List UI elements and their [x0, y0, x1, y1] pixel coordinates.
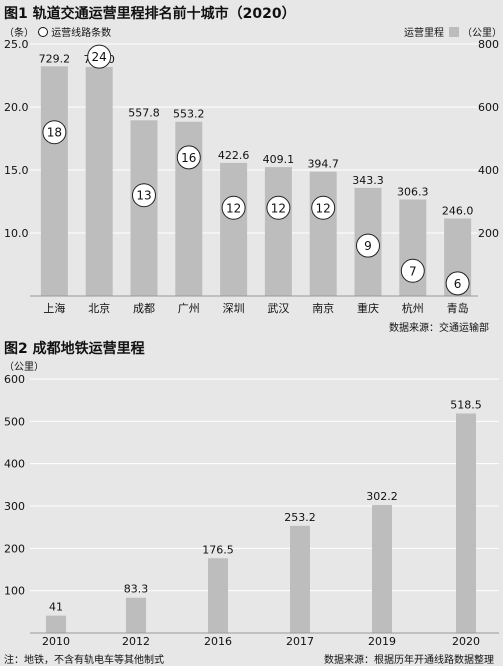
chart2-bar-value-label: 83.3	[124, 583, 149, 596]
chart2-bar	[372, 505, 392, 633]
chart1-bar	[40, 66, 68, 296]
chart2-tick-label: 400	[4, 458, 25, 471]
chart1-bar-value-label: 553.2	[173, 108, 205, 121]
legend-circle-label: 运营线路条数	[51, 28, 112, 39]
chart1-category-label: 杭州	[402, 301, 424, 315]
chart2-tick-label: 100	[4, 585, 25, 598]
chart1-line-count-marker	[311, 195, 336, 220]
legend-bar-label: 运营里程	[404, 28, 444, 39]
chart1-left-axis-unit: （条）	[4, 28, 34, 39]
chart1-left-tick-label: 20.0	[4, 101, 29, 114]
chart2-category-label: 2012	[122, 635, 150, 648]
chart1-line-count-marker	[176, 145, 201, 170]
chart1-line-count-label: 12	[271, 201, 286, 215]
chart1-right-tick-label: 200	[478, 227, 499, 240]
chart1-left-tick-label: 15.0	[4, 164, 29, 177]
chart1-line-count-label: 9	[364, 239, 372, 253]
chart1-left-tick-label: 25.0	[4, 38, 29, 51]
chart2-category-label: 2016	[204, 635, 232, 648]
chart1-right-axis-unit: （公里）	[462, 28, 502, 39]
chart1-bar-value-label: 246.0	[442, 205, 474, 218]
chart1-line-count-label: 16	[181, 151, 196, 165]
chart1-title: 图1 轨道交通运营里程排名前十城市（2020）	[4, 6, 296, 22]
chart1-bar	[130, 120, 158, 296]
chart1-bar-value-label: 394.7	[307, 158, 339, 171]
chart1-bar	[220, 162, 248, 296]
chart1-line-count-marker	[42, 120, 67, 145]
chart2-bar	[456, 413, 476, 633]
chart2-category-label: 2020	[452, 635, 480, 648]
chart2-bar	[208, 558, 228, 633]
chart2-tick-label: 300	[4, 500, 25, 513]
chart2-bar-value-label: 253.2	[284, 511, 316, 524]
chart2-tick-label: 200	[4, 542, 25, 555]
chart1-bar	[264, 167, 292, 296]
chart1-line-count-label: 7	[409, 264, 417, 278]
chart1-bar-value-label: 422.6	[218, 149, 250, 162]
chart1-bar-value-label: 557.8	[128, 106, 160, 119]
chart1-category-label: 北京	[88, 301, 110, 315]
chart1-line-count-marker	[266, 195, 291, 220]
chart2-unit: （公里）	[4, 362, 44, 373]
chart1-line-count-marker	[400, 258, 425, 283]
chart1-bar	[85, 66, 113, 297]
legend-circle-item: 运营线路条数	[38, 24, 111, 39]
chart1-category-label: 武汉	[267, 302, 289, 315]
chart1-category-label: 上海	[43, 301, 65, 315]
chart2-source: 数据来源：根据历年开通线路数据整理	[324, 655, 494, 666]
chart1-line-count-marker	[87, 44, 112, 69]
chart2-tick-label: 500	[4, 415, 25, 428]
chart1-line-count-marker	[445, 271, 470, 296]
chart1-category-label: 广州	[178, 302, 200, 315]
chart1-line-count-marker	[356, 233, 380, 258]
chart1-right-tick-label: 600	[478, 101, 499, 114]
chart2-bar-value-label: 176.5	[202, 543, 234, 556]
chart1-left-tick-label: 10.0	[4, 227, 29, 240]
legend-bar-item: 运营里程	[404, 24, 460, 39]
chart1-line-count-marker	[132, 183, 156, 208]
chart1-right-tick-label: 400	[478, 164, 499, 177]
chart1-line-count-label: 12	[226, 201, 241, 215]
chart1-bar	[309, 171, 337, 296]
chart1-source: 数据来源：交通运输部	[389, 323, 489, 334]
chart2-note: 注：地铁，不含有轨电车等其他制式	[4, 655, 164, 666]
legend-circle-icon	[38, 27, 48, 37]
chart1-category-label: 深圳	[223, 302, 245, 315]
chart2-bar-value-label: 41	[49, 601, 63, 614]
chart2-category-label: 2019	[368, 635, 396, 648]
chart1-line-count-label: 6	[454, 277, 462, 291]
chart1-bar-value-label: 306.3	[397, 186, 429, 199]
chart2-category-label: 2017	[286, 635, 314, 648]
chart2-bar	[46, 615, 66, 633]
chart1-line-count-label: 13	[136, 189, 151, 203]
chart1-category-label: 成都	[133, 302, 155, 315]
chart1-category-label: 青岛	[447, 301, 469, 315]
chart1-category-label: 南京	[312, 301, 334, 315]
chart1-line-count-label: 24	[92, 50, 107, 64]
chart1-line-count-label: 12	[316, 201, 331, 215]
chart2-bar-value-label: 518.5	[450, 399, 482, 412]
chart1-bar-value-label: 409.1	[263, 153, 295, 166]
chart1-bar-value-label: 729.2	[39, 52, 71, 65]
chart2-bar	[126, 597, 146, 633]
chart1-line-count-marker	[221, 195, 246, 220]
chart1-category-label: 重庆	[357, 301, 379, 315]
chart2-category-label: 2010	[42, 635, 70, 648]
chart1-svg: 25.020.015.010.0800600400200729.218上海727…	[4, 38, 499, 315]
legend-bar-icon	[449, 27, 460, 37]
chart2-bar-value-label: 302.2	[366, 490, 398, 503]
chart2-title: 图2 成都地铁运营里程	[4, 341, 145, 357]
chart2-bar	[290, 525, 310, 633]
chart1-line-count-label: 18	[47, 126, 62, 140]
chart2-tick-label: 600	[4, 373, 25, 386]
chart1-bar-value-label: 343.3	[352, 174, 384, 187]
chart1-right-tick-label: 800	[478, 38, 499, 51]
